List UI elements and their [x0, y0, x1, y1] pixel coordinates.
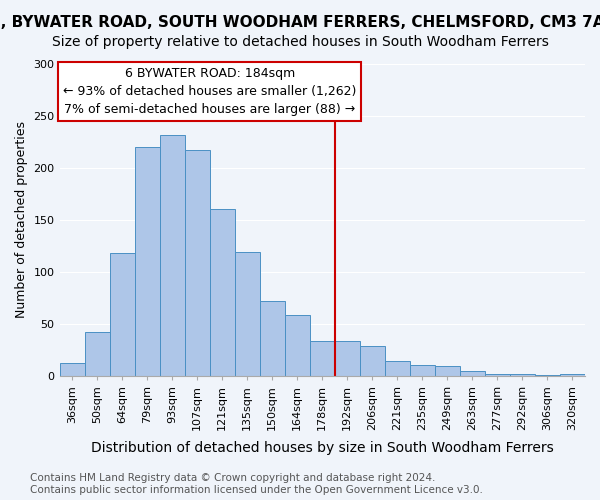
Bar [85, 332, 110, 376]
Bar [185, 150, 209, 376]
Bar [560, 374, 585, 376]
Text: Size of property relative to detached houses in South Woodham Ferrers: Size of property relative to detached ho… [52, 35, 548, 49]
Bar [310, 342, 335, 376]
Y-axis label: Number of detached properties: Number of detached properties [15, 122, 28, 318]
Bar [160, 134, 185, 376]
Bar [134, 147, 160, 376]
X-axis label: Distribution of detached houses by size in South Woodham Ferrers: Distribution of detached houses by size … [91, 441, 554, 455]
Bar [59, 364, 85, 376]
Bar [110, 253, 134, 376]
Bar [285, 316, 310, 376]
Bar [410, 366, 435, 376]
Bar [460, 370, 485, 376]
Bar [535, 374, 560, 376]
Text: 6, BYWATER ROAD, SOUTH WOODHAM FERRERS, CHELMSFORD, CM3 7AJ: 6, BYWATER ROAD, SOUTH WOODHAM FERRERS, … [0, 15, 600, 30]
Bar [510, 374, 535, 376]
Bar [485, 374, 510, 376]
Bar [335, 342, 360, 376]
Bar [235, 252, 260, 376]
Text: 6 BYWATER ROAD: 184sqm
← 93% of detached houses are smaller (1,262)
7% of semi-d: 6 BYWATER ROAD: 184sqm ← 93% of detached… [63, 67, 356, 116]
Text: Contains HM Land Registry data © Crown copyright and database right 2024.
Contai: Contains HM Land Registry data © Crown c… [30, 474, 483, 495]
Bar [209, 210, 235, 376]
Bar [260, 301, 285, 376]
Bar [360, 346, 385, 376]
Bar [385, 361, 410, 376]
Bar [435, 366, 460, 376]
